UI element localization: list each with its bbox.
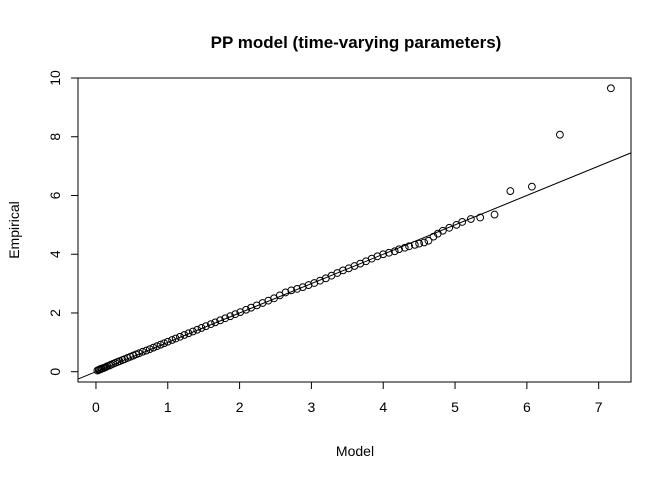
data-point — [287, 286, 296, 295]
x-axis: 0 1 2 3 4 5 6 7 — [92, 381, 603, 415]
data-point — [556, 130, 564, 139]
data-point — [385, 248, 393, 257]
data-point — [476, 213, 485, 222]
data-point — [160, 339, 169, 348]
data-point — [216, 316, 225, 325]
data-point — [410, 240, 419, 249]
data-point — [242, 305, 250, 314]
data-point — [142, 346, 151, 355]
data-point — [221, 314, 230, 323]
y-axis-title: Empirical — [6, 201, 22, 259]
data-point — [153, 342, 161, 351]
y-tick-label: 0 — [47, 368, 63, 376]
data-point — [415, 239, 424, 248]
plot-frame — [77, 77, 632, 383]
data-point — [293, 284, 301, 293]
data-point — [189, 327, 197, 336]
data-point — [206, 320, 215, 329]
x-tick-label: 1 — [164, 399, 172, 415]
data-point — [466, 215, 475, 223]
data-point — [135, 349, 143, 358]
data-point — [400, 243, 409, 252]
data-point — [102, 363, 110, 371]
data-point — [149, 343, 158, 352]
x-tick-label: 0 — [92, 399, 100, 415]
data-point — [184, 329, 193, 338]
data-point — [379, 250, 388, 259]
data-point — [606, 84, 615, 93]
data-point — [168, 336, 176, 344]
y-tick-label: 6 — [47, 191, 63, 199]
data-point — [211, 318, 220, 327]
data-point — [176, 332, 184, 341]
data-point — [231, 310, 240, 319]
data-point — [145, 345, 154, 354]
x-tick-label: 5 — [451, 399, 459, 415]
data-point — [163, 337, 172, 346]
data-point — [527, 182, 536, 191]
x-axis-title: Model — [336, 443, 374, 459]
data-point — [490, 210, 499, 219]
y-tick-label: 8 — [47, 133, 63, 141]
data-point — [201, 322, 210, 331]
y-tick-label: 4 — [47, 250, 63, 258]
data-point — [445, 223, 454, 232]
data-point — [180, 331, 189, 339]
x-tick-label: 7 — [595, 399, 603, 415]
x-tick-label: 4 — [379, 399, 387, 415]
data-point — [197, 324, 206, 332]
reference-line — [77, 152, 632, 380]
data-point — [395, 245, 403, 254]
data-point — [193, 325, 202, 334]
y-tick-label: 2 — [47, 309, 63, 317]
data-point — [405, 242, 413, 251]
data-point — [420, 238, 429, 247]
y-axis: 0 2 4 6 8 10 — [47, 70, 79, 376]
chart-title: PP model (time-varying parameters) — [211, 33, 502, 52]
data-point — [138, 347, 147, 356]
data-point — [424, 236, 433, 245]
x-tick-label: 3 — [308, 399, 316, 415]
data-point — [438, 226, 447, 235]
y-tick-label: 10 — [47, 70, 63, 86]
data-point — [226, 312, 235, 321]
data-point — [458, 218, 467, 226]
data-point — [171, 334, 180, 343]
data-point — [156, 340, 165, 349]
reference-line-group — [77, 152, 632, 380]
data-points — [93, 84, 615, 375]
x-tick-label: 2 — [236, 399, 244, 415]
data-point — [506, 187, 515, 195]
x-tick-label: 6 — [523, 399, 531, 415]
data-point — [390, 247, 399, 256]
